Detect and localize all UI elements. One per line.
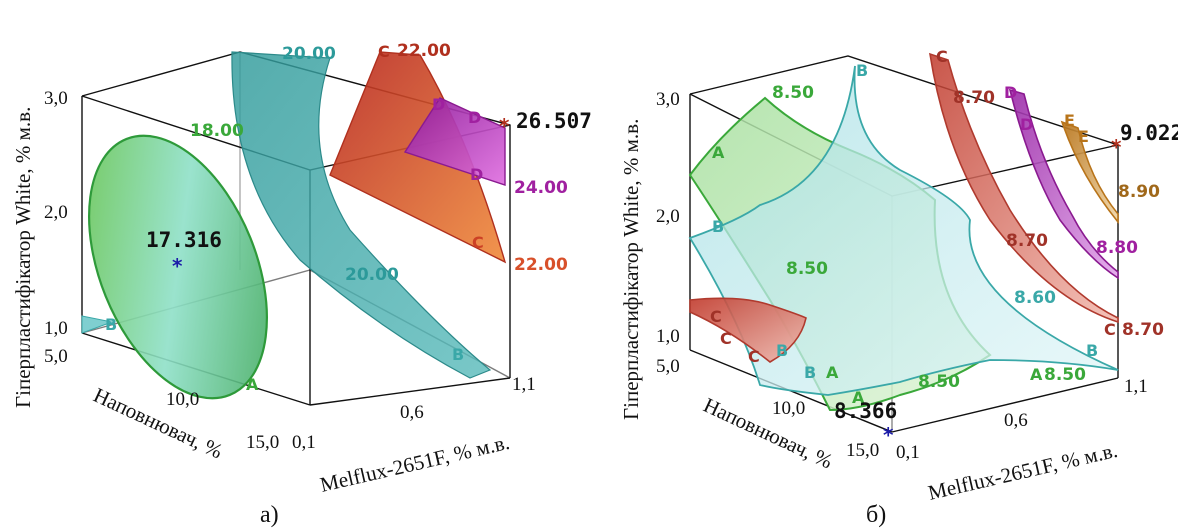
contour-label-b-850-top: 8.50 (772, 83, 814, 103)
box-b-back-edges (689, 55, 1119, 378)
letter-b-a-2: A (826, 363, 839, 382)
z-tick-b-3: 3,0 (656, 89, 680, 110)
contour-label-b-890: 8.90 (1118, 182, 1160, 202)
surface-d (403, 97, 506, 186)
letter-b-a-4: A (1030, 365, 1043, 384)
box-b-bottom-right (891, 377, 1119, 433)
z-tick-a-3: 3,0 (44, 88, 68, 109)
z-axis-label-b: Гіперпластифікатор White, % м.в. (619, 119, 643, 420)
surface-b-corner (81, 315, 114, 334)
z-axis-label-a: Гіперпластифікатор White, % м.в. (11, 107, 35, 408)
letter-b-b-1: B (856, 61, 868, 80)
x-axis-label-b: Melflux-2651F, % м.в. (926, 438, 1120, 505)
max-point-label-b: 9.022 (1120, 121, 1178, 145)
min-marker-b: * (883, 423, 894, 447)
contour-label-a-24: 24.00 (514, 178, 568, 198)
contour-label-a-22-right: 22.00 (514, 255, 568, 275)
letter-c-right: C (472, 233, 484, 252)
max-marker-a: * (499, 114, 510, 138)
y-tick-a-10: 10,0 (166, 389, 199, 410)
x-tick-b-01: 0,1 (896, 442, 920, 463)
contour-label-b-870-right: 8.70 (1122, 320, 1164, 340)
contour-label-b-870-top: 8.70 (953, 88, 995, 108)
contour-label-b-880: 8.80 (1096, 238, 1138, 258)
x-tick-a-01: 0,1 (292, 432, 316, 453)
letter-a: A (246, 375, 259, 394)
letter-d-2: D (468, 108, 481, 127)
z-tick-a-1: 1,0 (44, 318, 68, 339)
letter-b-c-5: C (1104, 320, 1116, 339)
x-tick-a-06: 0,6 (400, 402, 424, 423)
letter-b-b-5: B (1086, 341, 1098, 360)
surface-e-b (1060, 120, 1119, 225)
x-axis-label-a: Melflux-2651F, % м.в. (318, 430, 512, 497)
caption-b: б) (866, 502, 886, 528)
max-point-label-a: 26.507 (516, 109, 592, 133)
letter-b-e-2: E (1078, 127, 1089, 146)
letter-b-e-1: E (1064, 111, 1075, 130)
y-tick-b-10: 10,0 (772, 398, 805, 419)
surface-d-b (1008, 88, 1119, 280)
max-marker-b: * (1111, 135, 1122, 159)
letter-b-c-3: C (720, 329, 732, 348)
y-tick-a-5: 5,0 (44, 346, 68, 367)
contour-label-a-20-top: 20.00 (282, 44, 336, 64)
contour-label-b-850-mid: 8.50 (786, 259, 828, 279)
letter-b-b-3: B (776, 341, 788, 360)
z-tick-b-2: 2,0 (656, 206, 680, 227)
contour-label-b-860: 8.60 (1014, 288, 1056, 308)
letter-b-c-1: C (936, 47, 948, 66)
contour-label-a-20-mid: 20.00 (345, 265, 399, 285)
surface-a (88, 134, 268, 400)
x-tick-b-11: 1,1 (1124, 376, 1148, 397)
letter-b-c-2: C (710, 307, 722, 326)
z-tick-b-1: 1,0 (656, 326, 680, 347)
letter-d-3: D (470, 165, 483, 184)
contour-label-a-22-top: 22.00 (397, 41, 451, 61)
x-tick-a-11: 1,1 (512, 374, 536, 395)
letter-b-a-1: A (712, 143, 725, 162)
box-bottom-right (309, 377, 511, 406)
min-point-label-a: 17.316 (146, 228, 222, 252)
surface-b-b (688, 65, 1119, 396)
letter-b-bottom: B (452, 345, 464, 364)
y-tick-b-5: 5,0 (656, 356, 680, 377)
contour-label-b-850-bottom: 8.50 (918, 372, 960, 392)
min-marker-a: * (172, 254, 183, 278)
letter-c-top: C (378, 42, 390, 61)
surface-c-b-right (929, 52, 1119, 324)
letter-b-a-3: A (852, 388, 865, 407)
letter-b-b-4: B (804, 363, 816, 382)
letter-b-left: B (105, 315, 117, 334)
x-tick-b-06: 0,6 (1004, 410, 1028, 431)
contour-label-a-18: 18.00 (190, 121, 244, 141)
letter-b-c-4: C (748, 347, 760, 366)
panel-a: 18.00 20.00 20.00 22.00 22.00 24.00 A B … (11, 41, 592, 528)
letter-d-1: D (432, 95, 445, 114)
letter-b-b-2: B (712, 217, 724, 236)
contour-label-b-850-right: 8.50 (1044, 365, 1086, 385)
surface-c-b-small (689, 297, 807, 363)
letter-b-d-1: D (1004, 83, 1017, 102)
y-axis-label-b: Наповнювач, % (700, 393, 837, 474)
surface-b (231, 51, 492, 379)
y-tick-b-15: 15,0 (846, 440, 879, 461)
min-point-label-b: 8.366 (834, 399, 897, 423)
caption-a: а) (260, 502, 279, 528)
contour-label-b-870-mid: 8.70 (1006, 231, 1048, 251)
z-tick-a-2: 2,0 (44, 202, 68, 223)
panel-b: 8.50 8.50 8.50 8.50 8.60 8.70 8.70 8.70 … (619, 47, 1178, 528)
y-tick-a-15: 15,0 (246, 432, 279, 453)
letter-b-d-2: D (1020, 115, 1033, 134)
